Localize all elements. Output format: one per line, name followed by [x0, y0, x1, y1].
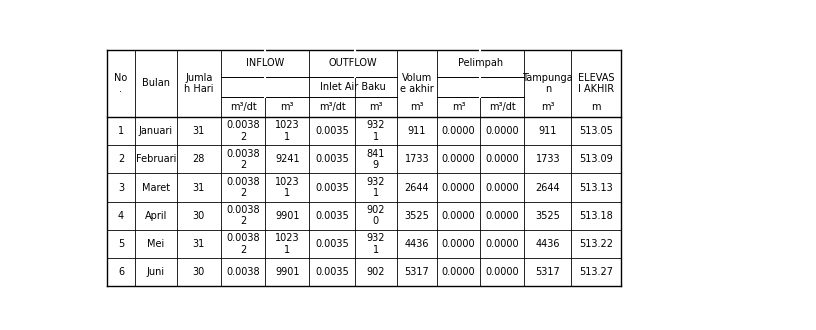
Text: 0.0035: 0.0035	[315, 182, 349, 192]
Text: 513.05: 513.05	[579, 126, 613, 136]
Text: 513.18: 513.18	[579, 211, 613, 221]
Text: 2644: 2644	[535, 182, 560, 192]
Text: 0.0000: 0.0000	[486, 211, 519, 221]
Text: 5: 5	[118, 239, 124, 249]
Text: Juni: Juni	[147, 267, 165, 277]
Text: No
.: No .	[114, 73, 127, 94]
Text: m³/dt: m³/dt	[319, 102, 345, 112]
Text: 0.0000: 0.0000	[441, 154, 476, 164]
Text: 0.0038
2: 0.0038 2	[226, 205, 259, 226]
Text: Inlet Air Baku: Inlet Air Baku	[320, 82, 386, 92]
Text: Mei: Mei	[147, 239, 164, 249]
Text: 0.0000: 0.0000	[486, 239, 519, 249]
Text: m³: m³	[369, 102, 383, 112]
Text: 0.0038
2: 0.0038 2	[226, 233, 259, 255]
Text: Bulan: Bulan	[142, 79, 170, 88]
Text: Tampunga
n: Tampunga n	[522, 73, 573, 94]
Text: ELEVAS
I AKHIR: ELEVAS I AKHIR	[578, 73, 614, 94]
Text: 9901: 9901	[275, 211, 299, 221]
Text: 0.0038
2: 0.0038 2	[226, 177, 259, 198]
Text: m³/dt: m³/dt	[489, 102, 516, 112]
Text: 28: 28	[193, 154, 205, 164]
Text: OUTFLOW: OUTFLOW	[329, 58, 377, 68]
Text: 1733: 1733	[535, 154, 560, 164]
Text: April: April	[144, 211, 167, 221]
Text: 0.0000: 0.0000	[486, 126, 519, 136]
Text: m³: m³	[281, 102, 294, 112]
Text: 932
1: 932 1	[366, 177, 385, 198]
Text: 30: 30	[193, 267, 205, 277]
Text: 0.0038: 0.0038	[226, 267, 259, 277]
Text: m³/dt: m³/dt	[229, 102, 256, 112]
Text: INFLOW: INFLOW	[246, 58, 284, 68]
Text: 0.0000: 0.0000	[486, 267, 519, 277]
Text: 0.0035: 0.0035	[315, 267, 349, 277]
Text: 1: 1	[118, 126, 124, 136]
Text: 2644: 2644	[405, 182, 429, 192]
Text: 31: 31	[193, 182, 205, 192]
Text: 31: 31	[193, 239, 205, 249]
Text: 902
0: 902 0	[366, 205, 385, 226]
Text: 6: 6	[118, 267, 124, 277]
Text: 5317: 5317	[405, 267, 429, 277]
Text: 902: 902	[366, 267, 385, 277]
Text: 0.0000: 0.0000	[486, 182, 519, 192]
Text: 1023
1: 1023 1	[275, 120, 299, 142]
Text: Volum
e akhir: Volum e akhir	[400, 73, 434, 94]
Text: 1733: 1733	[405, 154, 429, 164]
Text: 513.13: 513.13	[579, 182, 613, 192]
Text: 5317: 5317	[535, 267, 561, 277]
Text: m³: m³	[410, 102, 424, 112]
Text: Jumla
h Hari: Jumla h Hari	[184, 73, 214, 94]
Text: 513.09: 513.09	[579, 154, 613, 164]
Text: 0.0035: 0.0035	[315, 211, 349, 221]
Text: 0.0000: 0.0000	[486, 154, 519, 164]
Text: 3525: 3525	[535, 211, 561, 221]
Text: 9901: 9901	[275, 267, 299, 277]
Text: Maret: Maret	[142, 182, 170, 192]
Text: 4436: 4436	[405, 239, 429, 249]
Text: 911: 911	[408, 126, 426, 136]
Text: 4436: 4436	[535, 239, 560, 249]
Text: 0.0038
2: 0.0038 2	[226, 148, 259, 170]
Text: m: m	[591, 102, 601, 112]
Text: 0.0035: 0.0035	[315, 239, 349, 249]
Text: 0.0000: 0.0000	[441, 182, 476, 192]
Text: 0.0035: 0.0035	[315, 126, 349, 136]
Text: 9241: 9241	[275, 154, 299, 164]
Text: 3: 3	[118, 182, 124, 192]
Text: 0.0000: 0.0000	[441, 126, 476, 136]
Text: 4: 4	[118, 211, 124, 221]
Text: Pelimpah: Pelimpah	[459, 58, 503, 68]
Text: 841
9: 841 9	[366, 148, 385, 170]
Text: Januari: Januari	[139, 126, 173, 136]
Text: 1023
1: 1023 1	[275, 233, 299, 255]
Text: 30: 30	[193, 211, 205, 221]
Text: 513.27: 513.27	[579, 267, 613, 277]
Text: 932
1: 932 1	[366, 120, 385, 142]
Text: 0.0000: 0.0000	[441, 211, 476, 221]
Text: 31: 31	[193, 126, 205, 136]
Text: 0.0035: 0.0035	[315, 154, 349, 164]
Text: m³: m³	[452, 102, 465, 112]
Text: m³: m³	[541, 102, 555, 112]
Text: 0.0000: 0.0000	[441, 239, 476, 249]
Text: 2: 2	[118, 154, 124, 164]
Text: 513.22: 513.22	[579, 239, 613, 249]
Text: 0.0038
2: 0.0038 2	[226, 120, 259, 142]
Text: 932
1: 932 1	[366, 233, 385, 255]
Text: 911: 911	[539, 126, 557, 136]
Text: Februari: Februari	[135, 154, 176, 164]
Text: 0.0000: 0.0000	[441, 267, 476, 277]
Text: 1023
1: 1023 1	[275, 177, 299, 198]
Text: 3525: 3525	[405, 211, 429, 221]
